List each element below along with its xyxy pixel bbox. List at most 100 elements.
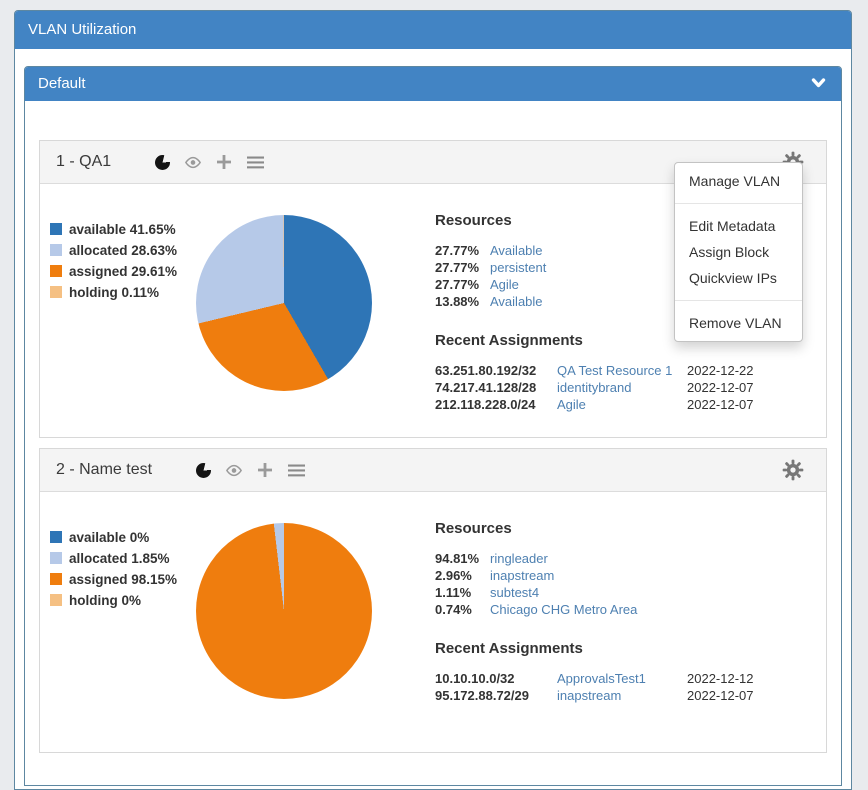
menu-divider <box>675 203 802 204</box>
resource-pct: 0.74% <box>435 602 472 617</box>
legend-label: allocated 28.63% <box>69 242 178 258</box>
resource-row: 13.88% Available <box>435 293 818 310</box>
resource-row: 27.77% Available <box>435 242 818 259</box>
legend-item-allocated: allocated 28.63% <box>50 241 177 259</box>
menu-divider <box>675 300 802 301</box>
resource-row: 1.11% subtest4 <box>435 584 818 601</box>
assignment-row: 63.251.80.192/32 QA Test Resource 1 2022-1… <box>435 362 818 379</box>
vlan-card-2-header: 2 - Name test <box>40 449 826 492</box>
resource-pct: 27.77% <box>435 277 480 292</box>
assignment-cidr: 63.251.80.192/32 <box>435 363 537 378</box>
resource-link[interactable]: persistent <box>490 260 547 275</box>
resource-link[interactable]: Available <box>490 294 543 309</box>
legend-label: assigned 29.61% <box>69 263 178 279</box>
resource-row: 94.81% ringleader <box>435 550 818 567</box>
list-icon[interactable] <box>246 153 264 171</box>
menu-item-assign-block[interactable]: Assign Block <box>689 244 770 260</box>
legend-label: holding 0% <box>69 592 141 608</box>
legend-label: available 41.65% <box>69 221 176 237</box>
resource-pct: 94.81% <box>435 551 480 566</box>
page-title: VLAN Utilization <box>15 11 851 49</box>
assignment-row: 95.172.88.72/29 inapstream 2022-12-07 <box>435 687 818 704</box>
resource-link[interactable]: inapstream <box>490 568 555 583</box>
group-header-label: Default <box>38 75 86 92</box>
resource-pct: 1.11% <box>435 585 472 600</box>
legend-item-available: available 0% <box>50 528 177 546</box>
assignment-link[interactable]: inapstream <box>557 688 622 703</box>
resource-row: 27.77% Agile <box>435 276 818 293</box>
resource-link[interactable]: Agile <box>490 277 519 292</box>
recent-assignments-heading: Recent Assignments <box>435 332 583 349</box>
legend-item-holding: holding 0.11% <box>50 283 177 301</box>
assignment-date: 2022-12-22 <box>687 363 754 378</box>
plus-icon[interactable] <box>215 153 233 171</box>
assignment-date: 2022-12-07 <box>687 380 754 395</box>
assignment-date: 2022-12-07 <box>687 688 754 703</box>
legend-item-assigned: assigned 29.61% <box>50 262 177 280</box>
gear-icon[interactable] <box>782 459 804 481</box>
resource-pct: 13.88% <box>435 294 480 309</box>
assignment-row: 212.118.228.0/24 Agile 2022-12-07 <box>435 396 818 413</box>
menu-item-quickview-ips[interactable]: Quickview IPs <box>689 270 777 286</box>
assignment-row: 74.217.41.128/28 identitybrand 2022-12-07 <box>435 379 818 396</box>
vlan-title: 1 - QA1 <box>56 153 112 170</box>
legend-swatch <box>50 265 62 277</box>
legend-swatch <box>50 573 62 585</box>
resource-link[interactable]: ringleader <box>490 551 548 566</box>
legend-label: allocated 1.85% <box>69 550 170 566</box>
resource-row: 27.77% persistent <box>435 259 818 276</box>
menu-item-edit-metadata[interactable]: Edit Metadata <box>689 218 776 234</box>
chevron-down-icon[interactable] <box>811 77 826 90</box>
vlan-utilization-panel: VLAN Utilization Default 1 - QA1 <box>14 10 852 790</box>
group-header-default[interactable]: Default <box>25 67 841 101</box>
legend-label: available 0% <box>69 529 150 545</box>
resource-pct: 27.77% <box>435 243 480 258</box>
pie-legend: available 41.65% allocated 28.63% assign… <box>50 220 177 304</box>
assignment-date: 2022-12-07 <box>687 397 754 412</box>
vlan-details: Resources 27.77% Available 27.77% persiste… <box>435 212 818 413</box>
legend-swatch <box>50 286 62 298</box>
menu-item-manage-vlan[interactable]: Manage VLAN <box>689 173 781 189</box>
eye-icon[interactable] <box>184 153 202 171</box>
pie-chart-icon[interactable] <box>153 153 171 171</box>
resource-pct: 2.96% <box>435 568 472 583</box>
vlan-details: Resources 94.81% ringleader 2.96% inapstre… <box>435 520 818 704</box>
pie-legend: available 0% allocated 1.85% assigned 98… <box>50 528 177 612</box>
legend-label: assigned 98.15% <box>69 571 178 587</box>
menu-item-remove-vlan[interactable]: Remove VLAN <box>689 315 782 331</box>
resource-pct: 27.77% <box>435 260 480 275</box>
resource-row: 2.96% inapstream <box>435 567 818 584</box>
pie-chart-icon[interactable] <box>194 461 212 479</box>
legend-swatch <box>50 594 62 606</box>
assignment-link[interactable]: identitybrand <box>557 380 632 395</box>
utilization-pie-chart <box>196 523 372 699</box>
assignment-link[interactable]: ApprovalsTest1 <box>557 671 646 686</box>
assignment-date: 2022-12-12 <box>687 671 754 686</box>
eye-icon[interactable] <box>225 461 243 479</box>
resources-heading: Resources <box>435 212 512 229</box>
vlan-card-1-body: available 41.65% allocated 28.63% assign… <box>40 184 826 437</box>
resource-link[interactable]: subtest4 <box>490 585 540 600</box>
legend-swatch <box>50 223 62 235</box>
legend-item-available: available 41.65% <box>50 220 177 238</box>
resource-link[interactable]: Chicago CHG Metro Area <box>490 602 638 617</box>
assignment-link[interactable]: Agile <box>557 397 586 412</box>
legend-item-holding: holding 0% <box>50 591 177 609</box>
resource-row: 0.74% Chicago CHG Metro Area <box>435 601 818 618</box>
list-icon[interactable] <box>287 461 305 479</box>
legend-swatch <box>50 552 62 564</box>
assignment-row: 10.10.10.0/32 ApprovalsTest1 2022-12-12 <box>435 670 818 687</box>
utilization-pie-chart <box>196 215 372 391</box>
plus-icon[interactable] <box>256 461 274 479</box>
assignment-cidr: 212.118.228.0/24 <box>435 397 536 412</box>
legend-item-allocated: allocated 1.85% <box>50 549 177 567</box>
resources-heading: Resources <box>435 520 512 537</box>
legend-label: holding 0.11% <box>69 284 160 300</box>
vlan-card-2-body: available 0% allocated 1.85% assigned 98… <box>40 492 826 752</box>
legend-swatch <box>50 531 62 543</box>
assignment-link[interactable]: QA Test Resource 1 <box>557 363 673 378</box>
assignment-cidr: 95.172.88.72/29 <box>435 688 529 703</box>
resource-link[interactable]: Available <box>490 243 543 258</box>
legend-swatch <box>50 244 62 256</box>
vlan-title: 2 - Name test <box>56 461 153 478</box>
